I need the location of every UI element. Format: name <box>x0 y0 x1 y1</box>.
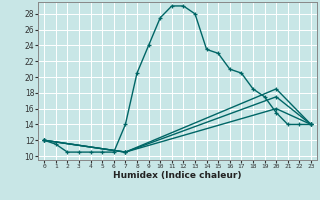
X-axis label: Humidex (Indice chaleur): Humidex (Indice chaleur) <box>113 171 242 180</box>
